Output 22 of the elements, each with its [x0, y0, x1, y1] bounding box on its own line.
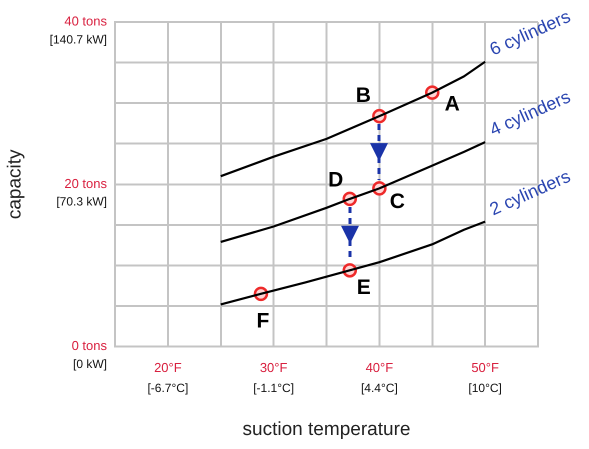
x-tick-label: 20°F	[154, 360, 182, 375]
x-tick-label: 30°F	[260, 360, 288, 375]
annotation: D	[328, 168, 344, 192]
text: [70.3 kW]	[56, 194, 107, 209]
text: [0 kW]	[72, 356, 107, 371]
x-axis-title: suction temperature	[242, 418, 410, 440]
y-tick-label: 0 tons	[72, 338, 108, 354]
annotation: B	[356, 84, 371, 107]
annotation: F	[256, 310, 270, 333]
text: [140.7 kW]	[50, 32, 107, 46]
text: [4.4°C]	[360, 380, 398, 395]
x-tick-label: 50°F	[471, 360, 499, 375]
y-tick-label: 20 tons	[64, 176, 108, 191]
y-axis-title: capacity	[4, 148, 26, 220]
annotation: E	[356, 276, 371, 300]
annotation: A	[444, 92, 460, 116]
text: [10°C]	[468, 380, 502, 395]
annotation: C	[390, 190, 405, 214]
y-tick-label: 40 tons	[64, 14, 108, 29]
x-tick-label: 40°F	[366, 360, 394, 375]
text: [-6.7°C]	[147, 380, 188, 395]
text: [-1.1°C]	[253, 380, 294, 395]
